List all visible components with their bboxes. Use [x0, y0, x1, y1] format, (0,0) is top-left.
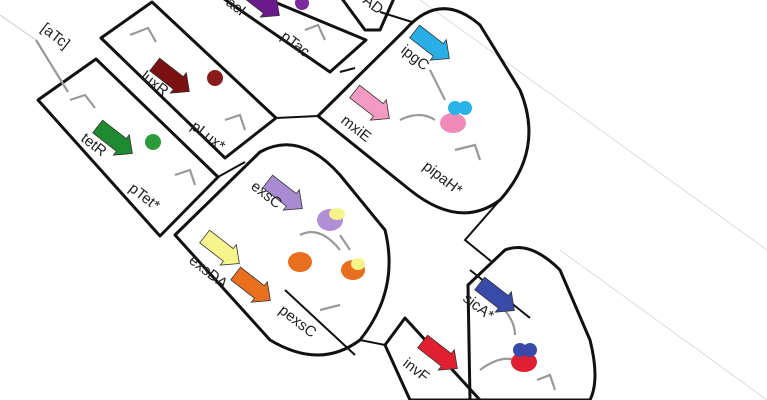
- gene-arrow: [230, 266, 271, 303]
- label: [aTc]: [38, 20, 73, 53]
- gene-arrow: [417, 334, 458, 371]
- protein: [295, 0, 309, 10]
- gene-arrow: [199, 229, 240, 266]
- regulation-arrows: [69, 23, 557, 391]
- protein: [513, 343, 527, 357]
- label: pipaH*: [420, 158, 466, 199]
- protein: [523, 343, 537, 357]
- label: AD: [360, 0, 387, 18]
- protein: [288, 252, 312, 272]
- exs-module: [173, 143, 391, 357]
- dna-line: [284, 289, 356, 356]
- connector: [217, 161, 246, 178]
- lacI-module: [223, 0, 368, 74]
- protein: [511, 352, 537, 372]
- label: mxiE: [338, 112, 375, 146]
- edge-line: [0, 14, 37, 41]
- connector: [379, 11, 413, 23]
- label: pLux*: [188, 118, 229, 155]
- connector: [339, 67, 356, 73]
- label: pTet*: [126, 180, 164, 215]
- gene-arrow: [92, 119, 133, 156]
- gene-arrow: [474, 276, 515, 313]
- ipgC-module: [316, 7, 531, 215]
- sicA-module: [466, 246, 597, 400]
- protein: [329, 208, 345, 220]
- gene-arrow: [409, 24, 450, 61]
- invF-module: [383, 316, 482, 400]
- edge-line: [559, 249, 767, 400]
- protein: [448, 101, 462, 115]
- protein: [351, 258, 365, 270]
- label: acI: [223, 0, 249, 19]
- connector: [275, 115, 319, 119]
- connector: [463, 199, 501, 263]
- protein: [145, 134, 161, 150]
- connector: [359, 339, 386, 346]
- gene-arrow: [239, 0, 280, 18]
- protein: [458, 101, 472, 115]
- gene-arrow: [349, 84, 390, 121]
- gene-arrow: [262, 174, 303, 211]
- label: invF: [400, 355, 433, 386]
- edge-line: [419, 0, 767, 251]
- label: pexsC: [276, 302, 320, 342]
- protein: [440, 113, 466, 133]
- input-line: [35, 39, 69, 93]
- gene-arrow: [149, 57, 190, 94]
- protein: [207, 70, 223, 86]
- luxR-module: [99, 0, 278, 160]
- pbad-module: [341, 0, 395, 32]
